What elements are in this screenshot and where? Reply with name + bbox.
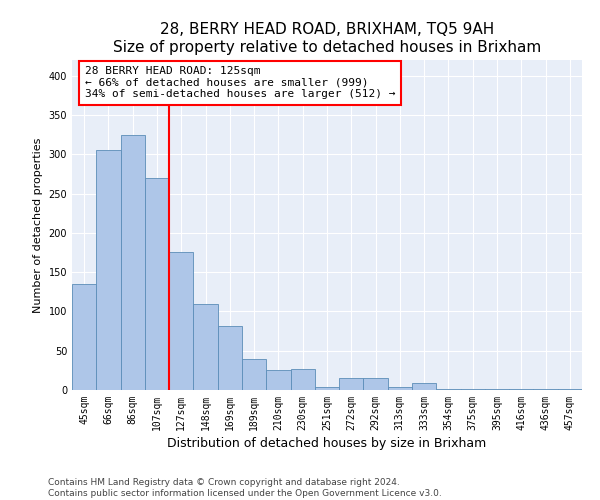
Bar xyxy=(169,252,193,390)
Bar xyxy=(72,284,96,390)
Bar xyxy=(436,389,461,390)
Bar xyxy=(533,389,558,390)
Bar xyxy=(558,389,582,390)
Title: 28, BERRY HEAD ROAD, BRIXHAM, TQ5 9AH
Size of property relative to detached hous: 28, BERRY HEAD ROAD, BRIXHAM, TQ5 9AH Si… xyxy=(113,22,541,54)
Bar xyxy=(509,389,533,390)
Bar xyxy=(461,389,485,390)
Bar xyxy=(290,369,315,390)
Bar xyxy=(96,150,121,390)
Bar xyxy=(388,387,412,390)
Y-axis label: Number of detached properties: Number of detached properties xyxy=(33,138,43,312)
Bar xyxy=(412,383,436,390)
Text: Contains HM Land Registry data © Crown copyright and database right 2024.
Contai: Contains HM Land Registry data © Crown c… xyxy=(48,478,442,498)
Bar xyxy=(339,378,364,390)
Bar xyxy=(242,358,266,390)
Bar xyxy=(315,387,339,390)
X-axis label: Distribution of detached houses by size in Brixham: Distribution of detached houses by size … xyxy=(167,437,487,450)
Text: 28 BERRY HEAD ROAD: 125sqm
← 66% of detached houses are smaller (999)
34% of sem: 28 BERRY HEAD ROAD: 125sqm ← 66% of deta… xyxy=(85,66,395,100)
Bar xyxy=(218,326,242,390)
Bar xyxy=(485,389,509,390)
Bar xyxy=(266,370,290,390)
Bar xyxy=(364,378,388,390)
Bar xyxy=(121,134,145,390)
Bar xyxy=(193,304,218,390)
Bar xyxy=(145,178,169,390)
